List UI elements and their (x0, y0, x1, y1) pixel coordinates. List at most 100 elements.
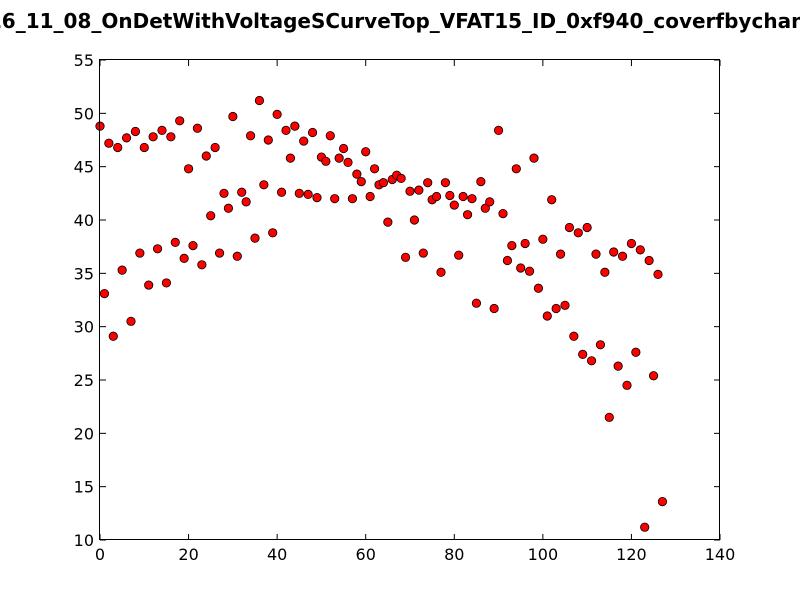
data-point (560, 300, 570, 310)
data-point (343, 157, 353, 167)
data-point (383, 217, 393, 227)
data-point (485, 197, 495, 207)
data-point (237, 187, 247, 197)
data-point (183, 164, 194, 174)
data-point (595, 340, 606, 350)
data-point (299, 136, 309, 146)
x-tick-label: 80 (444, 545, 464, 564)
data-point (263, 135, 273, 145)
data-point (631, 347, 641, 357)
data-point (356, 177, 366, 187)
data-point (254, 95, 265, 106)
data-point (516, 263, 526, 273)
data-point (538, 234, 548, 244)
data-point (241, 197, 251, 207)
data-point (533, 283, 544, 293)
x-tick-label: 100 (528, 545, 559, 564)
data-point (502, 255, 513, 266)
data-point (325, 131, 335, 141)
data-point (250, 233, 260, 243)
data-point (352, 169, 362, 179)
data-point (268, 228, 278, 238)
data-point (600, 267, 610, 277)
data-point (148, 132, 158, 142)
data-point (135, 248, 145, 258)
data-point (232, 251, 242, 261)
data-point (400, 252, 411, 262)
x-tick-label: 120 (616, 545, 647, 564)
data-point (498, 209, 508, 219)
data-point (321, 156, 331, 166)
data-point (259, 180, 269, 190)
data-point (564, 222, 575, 233)
data-point (330, 194, 340, 204)
data-point (219, 188, 229, 198)
data-point (635, 245, 645, 255)
data-point (152, 244, 163, 254)
data-point (99, 288, 110, 299)
plot-frame (99, 59, 720, 540)
data-point (573, 228, 583, 238)
data-point (121, 133, 132, 143)
data-point (290, 121, 300, 131)
data-point (338, 143, 349, 154)
data-point (281, 125, 291, 135)
data-point (405, 186, 415, 196)
data-point (175, 116, 185, 126)
y-tick-label: 15 (74, 478, 94, 497)
data-point (170, 237, 180, 247)
data-point (653, 269, 663, 279)
x-tick-label: 140 (705, 545, 736, 564)
y-axis: 10 15 20 25 30 35 40 45 50 55 (74, 51, 720, 550)
data-point (161, 278, 172, 288)
data-point (555, 249, 566, 259)
data-point (312, 193, 322, 203)
data-point (276, 187, 287, 197)
data-point (228, 111, 238, 122)
data-point (507, 241, 517, 251)
data-point (480, 203, 490, 213)
data-point (157, 125, 167, 135)
x-tick-label: 20 (178, 545, 198, 564)
y-tick-label: 55 (74, 51, 94, 70)
y-tick-label: 50 (74, 104, 94, 123)
data-point (214, 248, 225, 258)
data-point (489, 303, 499, 314)
data-point (493, 125, 504, 135)
data-point (542, 311, 552, 321)
data-point (644, 255, 654, 266)
data-point (206, 211, 216, 221)
data-point (609, 247, 619, 257)
data-point (440, 178, 451, 188)
y-tick-label: 45 (74, 158, 94, 177)
data-points (95, 95, 668, 532)
data-point (197, 260, 207, 270)
y-tick-label: 30 (74, 318, 94, 337)
data-point (657, 496, 668, 507)
x-axis: 0 20 40 60 80 100 120 140 (95, 60, 735, 564)
data-point (622, 380, 632, 390)
data-point (604, 412, 614, 422)
data-point (613, 361, 623, 371)
data-point (524, 266, 535, 276)
data-point (369, 164, 380, 174)
data-point (423, 178, 433, 188)
data-point (458, 191, 468, 202)
data-point (547, 195, 557, 205)
data-point (113, 142, 123, 153)
data-point (586, 356, 597, 366)
data-point (431, 191, 442, 202)
data-point (361, 147, 371, 157)
x-tick-label: 0 (95, 545, 105, 564)
chart-title: 2016_11_08_OnDetWithVoltageSCurveTop_VFA… (0, 9, 800, 33)
data-point (188, 241, 198, 251)
data-point (108, 331, 118, 341)
data-point (166, 132, 176, 142)
data-point (210, 142, 220, 153)
data-point (365, 191, 375, 202)
data-point (414, 185, 424, 195)
data-point (648, 371, 659, 381)
data-point (303, 189, 313, 199)
data-point (104, 138, 114, 148)
data-point (179, 253, 189, 263)
